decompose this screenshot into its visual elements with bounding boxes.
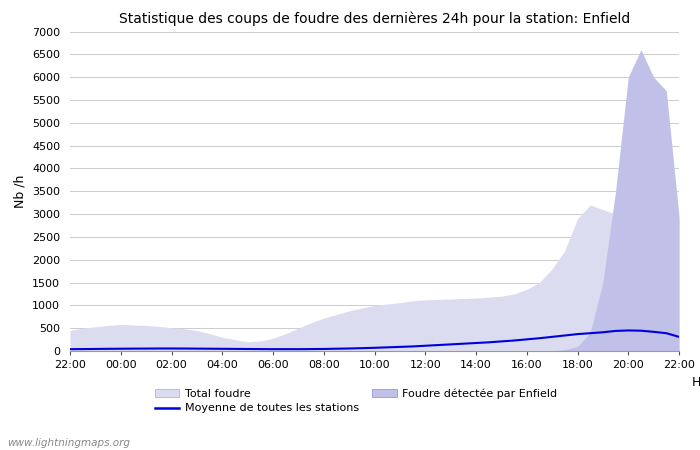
Text: www.lightningmaps.org: www.lightningmaps.org xyxy=(7,438,130,448)
Legend: Total foudre, Moyenne de toutes les stations, Foudre détectée par Enfield: Total foudre, Moyenne de toutes les stat… xyxy=(155,388,557,414)
Y-axis label: Nb /h: Nb /h xyxy=(13,175,27,208)
Title: Statistique des coups de foudre des dernières 24h pour la station: Enfield: Statistique des coups de foudre des dern… xyxy=(119,12,630,26)
Text: Heure: Heure xyxy=(692,376,700,389)
